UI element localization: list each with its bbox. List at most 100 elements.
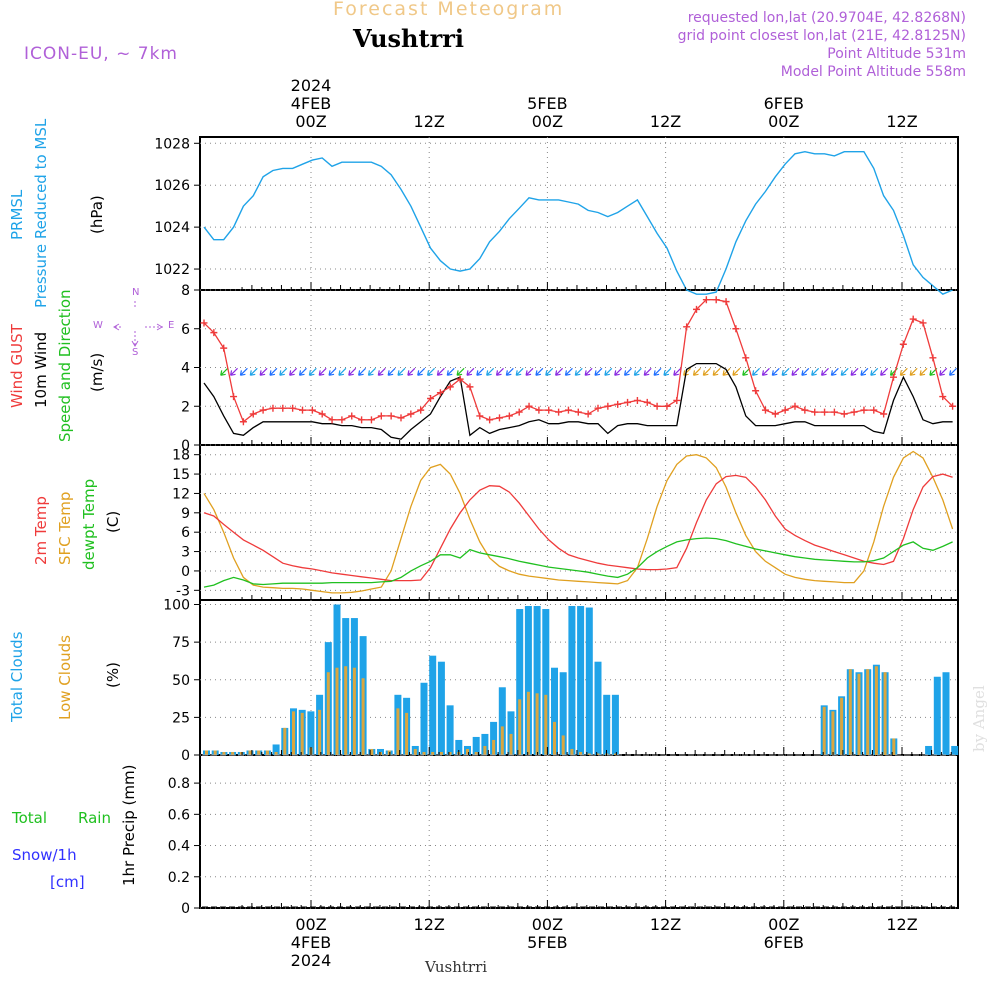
wind-gust-line-point bbox=[269, 404, 277, 412]
total-clouds-bar bbox=[446, 705, 454, 755]
low-clouds-bar bbox=[587, 753, 591, 755]
temp-ytick-label: 18 bbox=[172, 448, 190, 464]
total-clouds-bar bbox=[307, 711, 315, 755]
wind-gust-line-point bbox=[929, 354, 937, 362]
chart-marks bbox=[113, 150, 959, 908]
low-clouds-bar bbox=[413, 748, 417, 755]
wind-gust-line-point bbox=[761, 406, 769, 414]
wind-gust-line-point bbox=[939, 393, 947, 401]
low-clouds-bar bbox=[318, 709, 322, 755]
wind-direction-arrow bbox=[653, 367, 662, 376]
wind-gust-line-point bbox=[456, 375, 464, 383]
clouds-ytick-label: 100 bbox=[163, 598, 190, 614]
total-clouds-bar bbox=[933, 676, 941, 755]
point-altitude: Point Altitude 531m bbox=[827, 46, 966, 62]
total-clouds-bar bbox=[472, 736, 480, 755]
wind-gust-line-point bbox=[545, 406, 553, 414]
wind-direction-arrow bbox=[229, 367, 238, 376]
low-clouds-bar bbox=[361, 678, 365, 755]
wind-gust-line-point bbox=[624, 398, 632, 406]
wind-direction-arrow bbox=[949, 367, 958, 376]
wind-gust-line-point bbox=[663, 402, 671, 410]
wind-direction-arrow bbox=[269, 367, 278, 376]
wind-direction-arrow bbox=[308, 367, 317, 376]
wind-direction-arrow bbox=[476, 367, 485, 376]
precip-ytick-label: 0.8 bbox=[168, 776, 190, 792]
prmsl-line bbox=[203, 150, 953, 296]
wind-gust-line-point bbox=[446, 383, 454, 391]
wind-gust-line bbox=[203, 299, 954, 423]
wind-ytick-label: 8 bbox=[181, 283, 190, 299]
wind-gust-line-point bbox=[791, 402, 799, 410]
wind-direction-arrow bbox=[387, 367, 396, 376]
wind-direction-arrow bbox=[781, 367, 790, 376]
wind-gust-line-point bbox=[318, 410, 326, 418]
pressure-ytick-label: 1026 bbox=[154, 178, 190, 194]
wind-gust-line-point bbox=[427, 395, 435, 402]
bottom-time-label: 12Z bbox=[650, 915, 681, 934]
wind-gust-line-point bbox=[633, 396, 641, 404]
wind-gust-line-point bbox=[683, 323, 691, 331]
low-clouds-bar bbox=[596, 753, 600, 755]
wind-direction-arrow bbox=[633, 367, 642, 376]
wind-direction-arrow bbox=[377, 367, 386, 376]
low-clouds-bar bbox=[840, 697, 844, 755]
temp-ytick-label: -3 bbox=[176, 583, 190, 599]
total-clouds-bar bbox=[942, 672, 950, 755]
wind-direction-arrow bbox=[614, 367, 623, 376]
location-title: Vushtrri bbox=[353, 24, 464, 53]
total-clouds-bar bbox=[603, 694, 611, 755]
low-clouds-bar bbox=[509, 733, 513, 755]
low-clouds-bar bbox=[874, 666, 878, 755]
sfc-temp-line bbox=[203, 450, 954, 594]
wind-direction-arrow bbox=[456, 367, 465, 376]
wind-gust-line-point bbox=[417, 406, 425, 414]
low-clouds-bar bbox=[379, 751, 382, 755]
top-time-label: 00Z bbox=[768, 112, 799, 131]
low-clouds-bar bbox=[265, 750, 269, 755]
wind-direction-arrow bbox=[909, 367, 918, 376]
total-clouds-bar bbox=[577, 606, 585, 755]
wind-gust-line-point bbox=[594, 404, 602, 412]
total-clouds-bar bbox=[559, 672, 567, 755]
total-clouds-bar bbox=[542, 609, 550, 755]
wind-direction-arrow bbox=[328, 367, 337, 376]
wind-direction-arrow bbox=[436, 367, 445, 376]
wind-gust-line-point bbox=[387, 412, 395, 420]
total-clouds-bar bbox=[951, 745, 959, 755]
wind-direction-arrow bbox=[860, 367, 869, 376]
footer-location: Vushtrri bbox=[425, 958, 488, 976]
wind-direction-arrow bbox=[623, 367, 632, 376]
wind-gust-line-point bbox=[702, 296, 710, 304]
low-clouds-bar bbox=[866, 669, 870, 755]
wind-gust-line-point bbox=[801, 406, 809, 414]
wind-gust-line-point bbox=[830, 408, 838, 416]
low-clouds-bar bbox=[474, 751, 478, 755]
wind-direction-arrow bbox=[880, 367, 889, 376]
compass-cross bbox=[115, 301, 163, 345]
wind-ytick-label: 2 bbox=[181, 399, 190, 415]
chart-header-title: Forecast Meteogram bbox=[333, 0, 565, 20]
precip-ytick-label: 0.2 bbox=[168, 870, 190, 886]
temp-ytick-label: 12 bbox=[172, 486, 190, 502]
compass-east: E bbox=[168, 320, 175, 331]
wind-gust-line-point bbox=[308, 406, 316, 414]
wind-gust-line-point bbox=[289, 404, 297, 412]
temp-ytick-label: 15 bbox=[172, 467, 190, 483]
low-clouds-bar bbox=[387, 750, 391, 755]
total-clouds-label: Total Clouds bbox=[8, 631, 26, 722]
wind-gust-line-point bbox=[210, 329, 218, 337]
wind-gust-line-point bbox=[712, 296, 720, 304]
compass-south: S bbox=[132, 347, 139, 358]
wind-direction-arrow bbox=[939, 367, 948, 376]
wind-direction-arrow bbox=[919, 367, 928, 376]
wind-direction-arrow bbox=[830, 367, 839, 376]
wind-gust-line-point bbox=[525, 402, 533, 410]
wind-gust-line-point bbox=[299, 406, 306, 414]
temp-ytick-label: 6 bbox=[181, 525, 190, 541]
wind-direction-arrow bbox=[870, 367, 879, 376]
total-clouds-bar bbox=[481, 733, 489, 755]
low-clouds-bar bbox=[405, 712, 409, 755]
total-clouds-bar bbox=[585, 607, 593, 755]
